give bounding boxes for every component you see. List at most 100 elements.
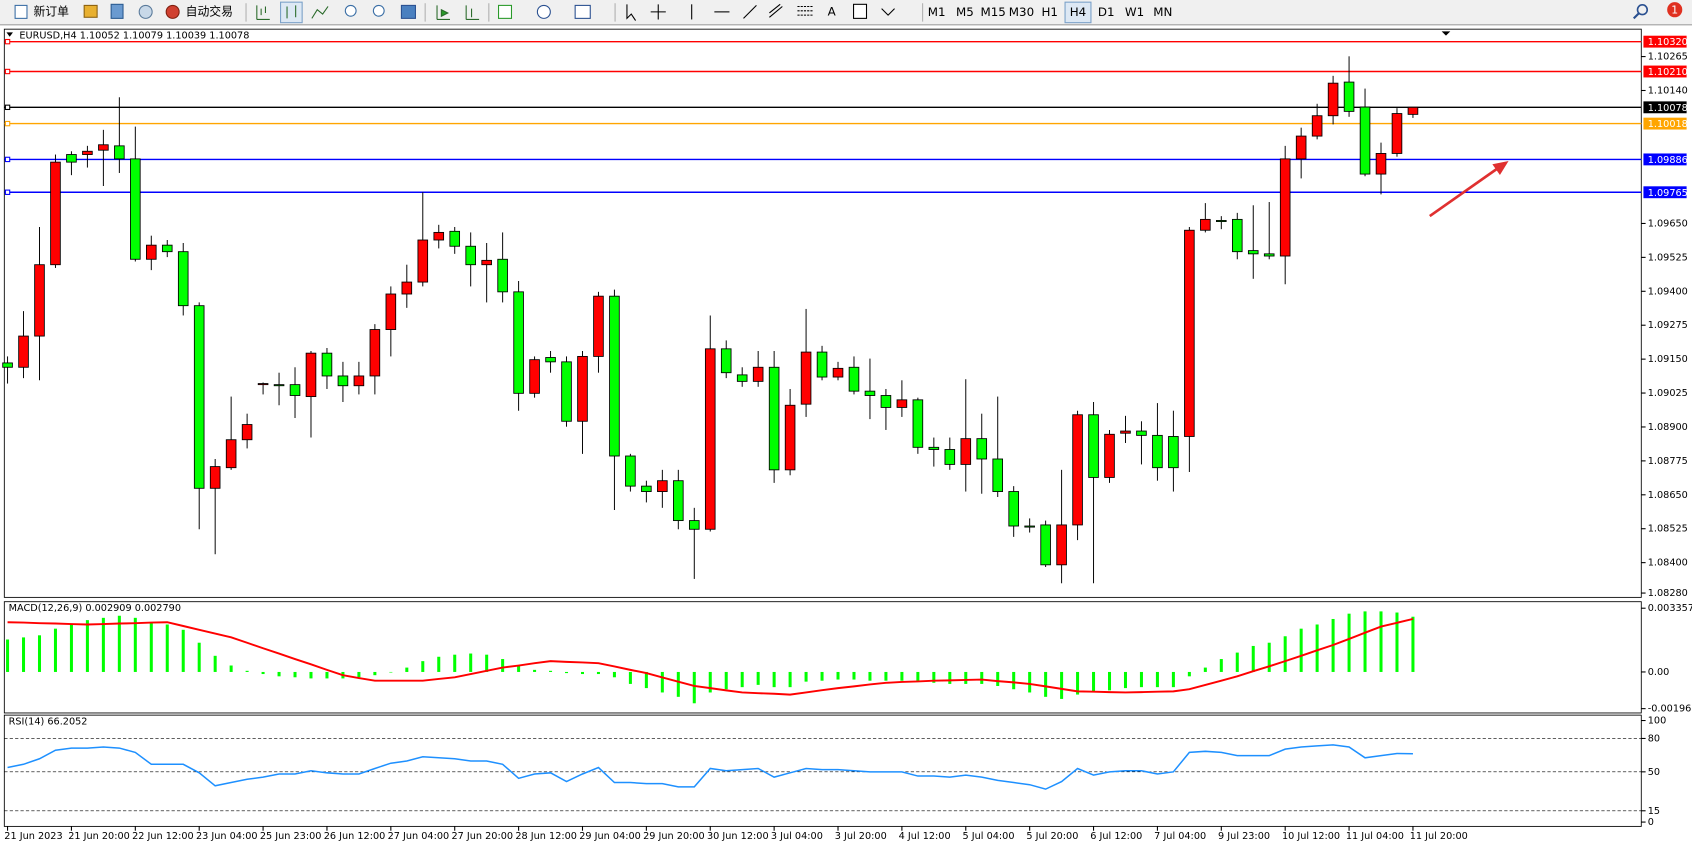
candle-body: [561, 361, 572, 422]
candle-body: [241, 424, 253, 441]
auto-trading-button[interactable]: 自动交易: [186, 4, 233, 18]
candle-body: [1088, 414, 1099, 478]
level-tag: [1643, 35, 1687, 48]
macd-bar: [245, 670, 249, 672]
chart-shift-icon[interactable]: [465, 5, 480, 20]
panel-frame: [3, 714, 1642, 827]
macd-bar: [101, 617, 105, 672]
macd-bar: [357, 671, 361, 678]
macd-bar: [660, 671, 664, 693]
x-tick-label: 21 Jun 20:00: [68, 831, 130, 842]
macd-bar: [964, 671, 968, 684]
shift-marker: [1441, 31, 1451, 36]
candle-body: [816, 351, 828, 378]
candle-body: [928, 446, 940, 450]
x-tick-label: 5 Jul 20:00: [1026, 831, 1078, 842]
macd-bar: [85, 620, 89, 672]
periods-icon[interactable]: [536, 4, 551, 19]
timeframe-button[interactable]: M5: [956, 5, 974, 19]
macd-bar: [692, 671, 696, 704]
macd-bar: [261, 671, 265, 675]
search-icon[interactable]: [1636, 4, 1649, 16]
macd-bar: [1379, 611, 1383, 672]
toolbar-icon[interactable]: [110, 3, 124, 19]
y-tick-label: 1.09400: [1648, 286, 1688, 297]
candle-body: [1263, 253, 1275, 257]
candle-body: [1056, 524, 1067, 566]
crosshair-tool[interactable]: [650, 4, 666, 20]
macd-bar: [980, 671, 984, 684]
candle-body: [752, 366, 764, 382]
channel-tool[interactable]: [769, 3, 783, 18]
macd-bar: [549, 670, 553, 672]
macd-bar: [708, 671, 712, 693]
macd-bar: [389, 671, 393, 673]
indicators-icon[interactable]: [497, 4, 513, 19]
bar-chart-icon[interactable]: [256, 5, 270, 20]
candle-body: [114, 145, 125, 160]
trendline-tool[interactable]: [743, 5, 757, 19]
macd-bar: [1283, 636, 1287, 672]
candle-body: [529, 359, 540, 394]
zoom-out-icon[interactable]: [372, 4, 385, 17]
candle-body: [82, 150, 93, 155]
macd-bar: [117, 615, 121, 672]
new-order-button[interactable]: 新订单: [33, 4, 69, 18]
timeframe-button[interactable]: M30: [1009, 5, 1034, 19]
fibo-tool[interactable]: [797, 5, 813, 16]
candle-chart-icon[interactable]: [280, 1, 303, 24]
timeframe-button[interactable]: H4: [1070, 5, 1086, 19]
x-tick-label: 4 Jul 12:00: [899, 831, 951, 842]
level-handle: [4, 104, 11, 111]
candle-body: [1311, 115, 1323, 137]
macd-bar: [405, 667, 409, 672]
x-tick-label: 23 Jun 04:00: [196, 831, 258, 842]
new-order-icon[interactable]: [14, 4, 28, 19]
y-tick-label: 0.00: [1648, 667, 1670, 678]
candle-body: [353, 375, 365, 387]
candle-body: [545, 357, 556, 363]
text-tool[interactable]: A: [828, 4, 837, 18]
templates-icon[interactable]: [574, 4, 591, 19]
macd-bar: [1219, 659, 1223, 672]
line-chart-icon[interactable]: [311, 6, 329, 19]
label-tool[interactable]: [853, 3, 868, 19]
candle-body: [864, 390, 876, 396]
auto-trading-icon[interactable]: [165, 4, 180, 19]
x-tick-label: 3 Jul 20:00: [835, 831, 887, 842]
macd-bar: [1267, 642, 1271, 672]
zoom-in-icon[interactable]: [344, 4, 357, 17]
candle-body: [481, 259, 492, 266]
macd-bar: [1235, 652, 1239, 672]
timeframe-button[interactable]: W1: [1125, 5, 1144, 19]
toolbar-icon[interactable]: [83, 4, 98, 18]
panel-frame: [3, 601, 1642, 714]
candle-body: [641, 485, 652, 492]
candle-body: [2, 362, 13, 368]
y-tick-label: 1.10140: [1648, 85, 1688, 96]
chart-window: 1.10265 1.10140 1.09650 1.09525 1.09400 1.092…: [2, 28, 1692, 842]
candle-body: [289, 384, 301, 396]
arrows-tool[interactable]: [881, 8, 895, 16]
autoscroll-icon[interactable]: [436, 5, 450, 20]
macd-bar: [948, 671, 952, 684]
timeframe-button[interactable]: H1: [1042, 5, 1058, 19]
rsi-line: [7, 744, 1413, 790]
x-tick-label: 7 Jul 04:00: [1154, 831, 1206, 842]
x-tick-label: 27 Jun 04:00: [388, 831, 450, 842]
timeframe-button[interactable]: M15: [981, 5, 1006, 19]
notification-badge[interactable]: [1667, 2, 1683, 18]
timeframe-button[interactable]: M1: [928, 5, 946, 19]
macd-bar: [1108, 671, 1112, 691]
toolbar-icon[interactable]: [138, 4, 153, 19]
candle-body: [609, 295, 620, 457]
macd-bar: [421, 661, 425, 672]
y-tick-label: 1.10265: [1648, 52, 1688, 63]
tile-icon[interactable]: [400, 4, 416, 19]
level-handle: [4, 68, 11, 75]
candle-body: [465, 245, 476, 266]
timeframe-button[interactable]: D1: [1098, 5, 1115, 19]
cursor-tool[interactable]: [626, 4, 637, 21]
timeframe-button[interactable]: MN: [1153, 5, 1172, 19]
